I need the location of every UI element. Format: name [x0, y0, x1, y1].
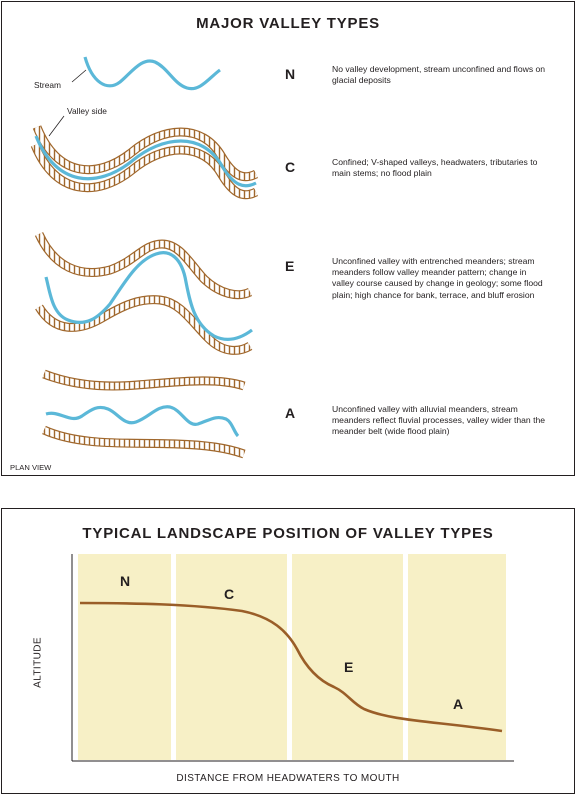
zone-c-label: C [224, 586, 234, 602]
type-e-code: E [285, 258, 295, 274]
major-valley-types-panel: MAJOR VALLEY TYPES [1, 1, 575, 476]
type-c-description: Confined; V-shaped valleys, headwaters, … [332, 157, 538, 179]
valley-side-label: Valley side [67, 106, 107, 116]
type-e-valley-side-lower [35, 295, 253, 355]
type-n-sketch [71, 56, 221, 91]
x-axis-label: DISTANCE FROM HEADWATERS TO MOUTH [176, 773, 400, 784]
landscape-position-title: TYPICAL LANDSCAPE POSITION OF VALLEY TYP… [82, 525, 494, 542]
valley-plan-view-diagram [30, 56, 259, 459]
zone-e-label: E [344, 659, 353, 675]
type-e-description: Unconfined valley with entrenched meande… [332, 256, 543, 300]
type-c-valley-side-upper [32, 125, 259, 182]
type-c-code: C [285, 159, 296, 175]
type-e-stream [44, 251, 253, 341]
type-a-valley-side-upper [42, 369, 246, 391]
altitude-profile-curve [79, 601, 503, 733]
major-valley-types-title: MAJOR VALLEY TYPES [196, 15, 380, 32]
zone-a-label: A [453, 696, 463, 712]
type-c-valley-side-lower [30, 143, 259, 200]
type-a-description: Unconfined valley with alluvial meanders… [332, 404, 546, 437]
type-c-sketch [30, 115, 259, 200]
zone-c-band [176, 554, 287, 760]
type-a-stream [45, 405, 240, 438]
type-a-code: A [285, 405, 296, 421]
type-a-valley-side-lower [42, 425, 246, 459]
type-c-stream [34, 135, 257, 188]
type-n-description: No valley development, stream unconfined… [332, 64, 546, 86]
plan-view-label: PLAN VIEW [10, 463, 52, 472]
landscape-position-panel: TYPICAL LANDSCAPE POSITION OF VALLEY TYP… [1, 508, 575, 794]
valley-side-leader-line [48, 115, 65, 137]
y-axis-label: ALTITUDE [32, 637, 44, 688]
zone-n-band [78, 554, 171, 760]
type-e-sketch [34, 232, 253, 355]
type-n-stream [83, 56, 221, 91]
landscape-profile-diagram: N C E A [71, 554, 514, 762]
zone-e-band [292, 554, 403, 760]
type-e-valley-side-upper [34, 232, 253, 300]
stream-leader-line [71, 69, 87, 83]
type-n-code: N [285, 66, 296, 82]
zone-n-label: N [120, 573, 130, 589]
stream-label: Stream [34, 80, 61, 90]
type-a-sketch [42, 369, 246, 459]
